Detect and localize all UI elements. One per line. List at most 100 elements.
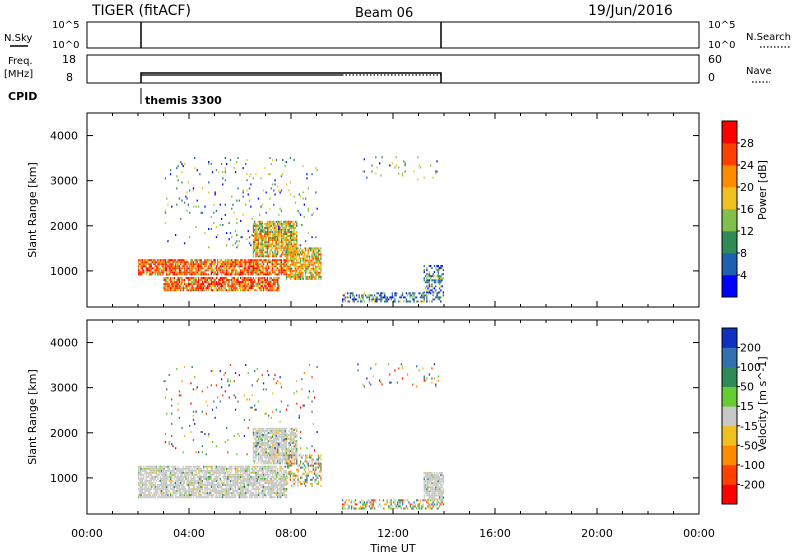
power-cell [181, 199, 183, 202]
power-cell [413, 298, 415, 301]
power-cell [285, 263, 288, 266]
power-cell [435, 279, 437, 282]
velocity-cell [289, 456, 291, 459]
velocity-cell [252, 427, 255, 430]
power-cell [228, 261, 230, 264]
velocity-cell [275, 473, 277, 476]
power-cell [296, 253, 298, 256]
velocity-cell [312, 466, 314, 469]
power-cell [264, 235, 266, 237]
power-cell [228, 259, 230, 262]
power-cell [180, 285, 182, 288]
velocity-cell [209, 484, 211, 486]
power-cell [303, 263, 306, 266]
power-ytick-label: 2000 [50, 220, 78, 233]
power-cell [275, 267, 277, 270]
power-cell [419, 296, 422, 299]
power-cell [311, 261, 313, 264]
power-cell [316, 265, 318, 268]
velocity-cell [238, 492, 240, 495]
velocity-cell [233, 479, 235, 482]
power-cell [261, 283, 263, 286]
power-cell [257, 269, 260, 272]
power-cell [219, 265, 221, 268]
velocity-cell [291, 438, 293, 440]
power-cell [257, 279, 260, 281]
power-cell [224, 271, 226, 274]
power-cell [209, 267, 211, 270]
velocity-cell [143, 465, 145, 468]
power-cell [159, 263, 161, 266]
velocity-cell [146, 496, 149, 499]
power-cell [284, 228, 286, 231]
power-cell [438, 283, 441, 286]
power-cell [299, 259, 302, 262]
velocity-cell [273, 429, 275, 432]
power-cell [390, 298, 392, 301]
velocity-cell [259, 427, 261, 430]
power-cell [166, 279, 168, 281]
power-cell [428, 281, 430, 284]
velocity-cell [262, 473, 265, 476]
velocity-cell [303, 464, 306, 467]
velocity-cell [191, 477, 193, 480]
power-cell [280, 224, 283, 227]
velocity-cell [256, 494, 258, 497]
power-cell [183, 201, 186, 204]
velocity-cell [285, 471, 288, 474]
power-cell [210, 279, 212, 281]
power-cell [308, 277, 311, 280]
power-cell [163, 279, 165, 281]
power-cell [259, 237, 261, 240]
power-cell [368, 300, 371, 303]
velocity-cell [210, 494, 212, 497]
power-ylabel: Slant Range [km] [26, 162, 39, 258]
power-cell [296, 251, 298, 254]
velocity-cell [256, 435, 258, 438]
power-cell [186, 197, 188, 200]
velocity-cell [275, 494, 277, 497]
velocity-cell [196, 473, 198, 476]
power-cell [409, 296, 411, 299]
velocity-cell [283, 475, 285, 478]
velocity-cell [250, 490, 252, 493]
power-cell [409, 294, 411, 297]
power-cell [240, 236, 242, 239]
power-cell [283, 261, 285, 264]
velocity-cell [211, 486, 214, 488]
velocity-cell [167, 477, 169, 480]
power-cell [277, 287, 279, 290]
power-cell [250, 261, 252, 264]
power-cell [187, 263, 189, 266]
power-cell [256, 259, 258, 262]
velocity-cell [215, 467, 218, 470]
power-cell [183, 259, 186, 262]
power-cell [195, 267, 197, 270]
velocity-cell [252, 486, 254, 488]
velocity-cell [146, 488, 149, 491]
power-cell [185, 263, 187, 266]
power-cell [228, 285, 230, 288]
power-cell [436, 265, 438, 267]
power-cell [247, 277, 249, 279]
power-cell [257, 277, 260, 279]
power-cell [423, 291, 425, 294]
power-cell [305, 257, 307, 260]
velocity-cell [211, 465, 214, 468]
power-cell [262, 287, 265, 290]
velocity-cell [247, 475, 249, 478]
power-cell [311, 259, 313, 262]
power-cell [238, 261, 240, 264]
velocity-cell [233, 473, 235, 476]
freq-label-line1: Freq. [8, 56, 33, 67]
power-cell [440, 285, 442, 288]
velocity-cell [256, 477, 258, 480]
power-cell [255, 253, 257, 256]
power-cell [247, 269, 249, 272]
power-cell [305, 275, 307, 278]
power-cell [359, 298, 362, 301]
velocity-cell [283, 452, 285, 455]
velocity-cell [266, 488, 269, 491]
power-cell [145, 259, 147, 262]
velocity-cell [173, 490, 175, 493]
